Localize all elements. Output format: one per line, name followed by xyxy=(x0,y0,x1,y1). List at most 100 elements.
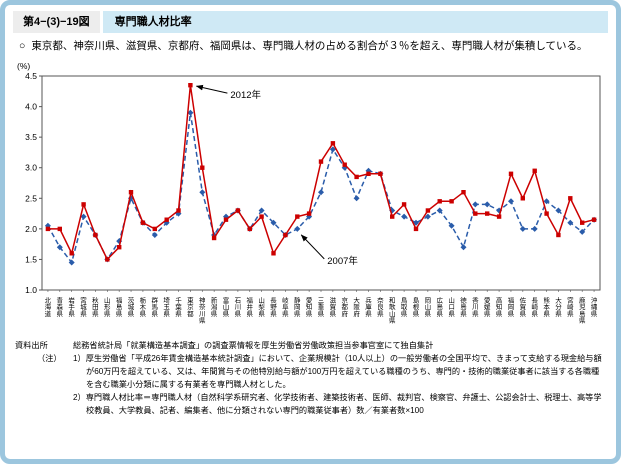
source-text: 総務省統計局「就業構造基本調査」の調査票情報を厚生労働省労働政策担当参事官室にて… xyxy=(73,340,434,350)
marker-square xyxy=(93,232,98,237)
marker-diamond xyxy=(270,219,277,226)
marker-diamond xyxy=(460,243,467,250)
x-tick-label: 奈良県 xyxy=(377,295,384,317)
marker-square xyxy=(437,198,442,204)
x-tick-label: 山形県 xyxy=(104,295,111,317)
x-tick-label: 石川県 xyxy=(235,296,242,317)
x-tick-label: 三重県 xyxy=(318,296,325,317)
marker-square xyxy=(318,159,324,164)
x-tick-label: 岩手県 xyxy=(68,295,75,317)
marker-square xyxy=(508,171,514,176)
x-tick-label: 鹿児島県 xyxy=(579,295,586,324)
marker-square xyxy=(105,256,110,262)
marker-square xyxy=(45,226,51,231)
x-tick-label: 栃木県 xyxy=(140,295,147,317)
marker-diamond xyxy=(199,188,206,195)
marker-square xyxy=(283,232,288,237)
x-tick-label: 新潟県 xyxy=(211,295,218,317)
y-tick-label: 2.5 xyxy=(25,193,37,203)
marker-square xyxy=(211,235,217,240)
x-tick-label: 長崎県 xyxy=(531,296,538,317)
figure-header: 第4−(3)−19図 専門職人材比率 xyxy=(13,11,608,33)
y-tick-label: 4.5 xyxy=(25,71,37,81)
chart-svg: (%) 1.0 1.5 2.0 2.5 3.0 3.5 4.0 4.5 北海道青森県岩手県宮城県秋… xyxy=(17,61,601,324)
x-tick-label: 宮城県 xyxy=(80,295,87,317)
marker-square xyxy=(473,211,478,216)
x-tick-label: 埼玉県 xyxy=(163,295,170,317)
x-tick-label: 岡山県 xyxy=(425,296,432,317)
source-row: 資料出所 総務省統計局「就業構造基本調査」の調査票情報を厚生労働省労働政策担当参… xyxy=(15,339,606,352)
summary-text: 東京都、神奈川県、滋賀県、京都府、福岡県は、専門職人材の占める割合が３％を超え、… xyxy=(31,40,588,52)
marker-square xyxy=(461,189,466,195)
marker-diamond xyxy=(68,259,75,266)
marker-diamond xyxy=(187,109,194,116)
footer-notes: 資料出所 総務省統計局「就業構造基本調査」の調査票情報を厚生労働省労働政策担当参… xyxy=(13,339,608,418)
x-tick-label: 東京都 xyxy=(187,295,194,317)
x-tick-label: 岐阜県 xyxy=(282,295,289,317)
marker-square xyxy=(235,208,241,213)
annotation-arrow xyxy=(300,234,325,259)
note-2: 2）専門職人材比率＝専門職人材（自然科学系研究者、化学技術者、建築技術者、医師、… xyxy=(73,393,602,416)
marker-diamond xyxy=(579,228,586,235)
marker-square xyxy=(591,217,597,222)
marker-square xyxy=(259,214,264,219)
marker-square xyxy=(496,214,502,219)
marker-square xyxy=(580,220,585,225)
marker-diamond xyxy=(80,213,87,220)
note-1: 1）厚生労働省「平成26年賃金構造基本統計調査」において、企業規模計（10人以上… xyxy=(73,353,602,390)
annotation-arrow xyxy=(195,84,228,94)
x-tick-label: 千葉県 xyxy=(175,295,182,317)
marker-square xyxy=(81,201,86,207)
marker-square xyxy=(200,165,205,170)
x-tick-label: 福島県 xyxy=(116,295,123,317)
marker-square xyxy=(520,195,525,201)
marker-diamond xyxy=(543,198,550,205)
x-tick-label: 秋田県 xyxy=(92,295,99,317)
x-tick-label: 沖縄県 xyxy=(591,295,598,317)
y-axis-unit: (%) xyxy=(17,61,30,71)
x-tick-label: 茨城県 xyxy=(128,295,135,317)
x-tick-label: 高知県 xyxy=(496,295,503,317)
marker-square xyxy=(544,211,549,216)
note-label: （注） xyxy=(37,353,62,363)
marker-diamond xyxy=(472,201,479,208)
marker-square xyxy=(188,82,193,88)
marker-diamond xyxy=(258,207,265,214)
x-tick-label: 和歌山県 xyxy=(389,295,396,324)
marker-square xyxy=(354,174,359,179)
x-tick-label: 香川県 xyxy=(472,295,479,317)
summary: ○ 東京都、神奈川県、滋賀県、京都府、福岡県は、専門職人材の占める割合が３％を超… xyxy=(13,38,608,58)
marker-square xyxy=(128,189,134,195)
x-tick-label: 大分県 xyxy=(555,295,562,317)
marker-diamond xyxy=(329,146,336,153)
marker-diamond xyxy=(401,213,408,220)
y-tick-label: 1.0 xyxy=(25,285,37,295)
x-tick-label: 滋賀県 xyxy=(330,295,337,317)
marker-square xyxy=(223,217,229,222)
y-tick-label: 2.0 xyxy=(25,224,37,234)
marker-square xyxy=(271,250,276,256)
x-tick-label: 京都府 xyxy=(341,295,348,317)
x-tick-label: 愛知県 xyxy=(306,295,313,317)
marker-square xyxy=(342,162,347,167)
x-tick-label: 福井県 xyxy=(247,295,254,317)
marker-square xyxy=(69,250,74,256)
chart-area: (%) 1.0 1.5 2.0 2.5 3.0 3.5 4.0 4.5 北海道 青森県 岩手県 宮城県秋… xyxy=(15,58,606,337)
marker-diamond xyxy=(436,207,443,214)
x-tick-label: 長野県 xyxy=(270,296,277,317)
x-tick-label: 鳥取県 xyxy=(401,295,408,317)
marker-diamond xyxy=(531,225,538,232)
figure-number: 第4−(3)−19図 xyxy=(13,11,100,33)
marker-square xyxy=(247,226,252,231)
marker-diamond xyxy=(318,188,324,195)
note-list: 1）厚生労働省「平成26年賃金構造基本統計調査」において、企業規模計（10人以上… xyxy=(73,352,606,418)
figure-title: 専門職人材比率 xyxy=(102,11,608,33)
marker-square xyxy=(401,201,407,207)
marker-diamond xyxy=(424,213,431,220)
y-tick-label: 3.0 xyxy=(25,162,37,172)
marker-square xyxy=(390,214,395,219)
x-tick-label: 群馬県 xyxy=(152,295,159,317)
note-row: （注） 1）厚生労働省「平成26年賃金構造基本統計調査」において、企業規模計（1… xyxy=(15,352,606,418)
x-tick-label: 福岡県 xyxy=(508,295,515,317)
